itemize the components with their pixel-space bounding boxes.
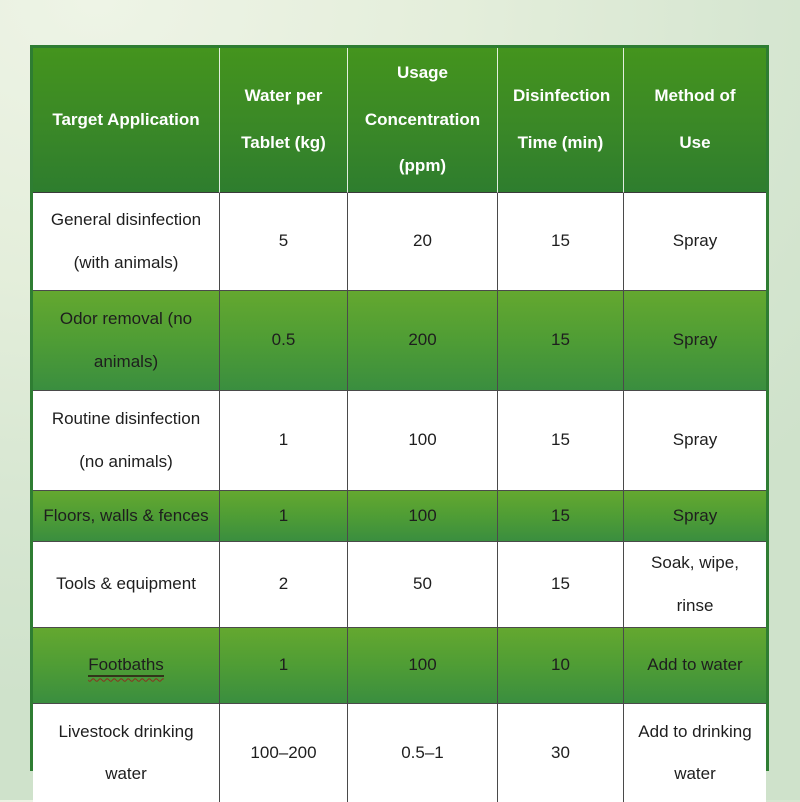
cell-disinfection-time: 15 bbox=[498, 491, 624, 542]
cell-application: Floors, walls & fences bbox=[33, 491, 220, 542]
cell-disinfection-time: 15 bbox=[498, 391, 624, 491]
cell-method-of-use: Spray bbox=[624, 491, 766, 542]
table-row-general-disinfection: General disinfection (with animals) 5 20… bbox=[33, 193, 766, 291]
cell-disinfection-time: 10 bbox=[498, 628, 624, 704]
cell-usage-concentration: 100 bbox=[348, 391, 498, 491]
dosage-table: Target Application Water per Tablet (kg)… bbox=[30, 45, 769, 802]
cell-method-of-use: Spray bbox=[624, 391, 766, 491]
cell-usage-concentration: 100 bbox=[348, 491, 498, 542]
table-row-tools-equipment: Tools & equipment 2 50 15 Soak, wipe, ri… bbox=[33, 542, 766, 628]
table-row-odor-removal: Odor removal (no animals) 0.5 200 15 Spr… bbox=[33, 291, 766, 391]
cell-method-of-use: Add to drinking water bbox=[624, 704, 766, 802]
cell-application: Routine disinfection (no animals) bbox=[33, 391, 220, 491]
cell-water-per-tablet: 0.5 bbox=[220, 291, 348, 391]
cell-disinfection-time: 30 bbox=[498, 704, 624, 802]
cell-method-of-use: Spray bbox=[624, 291, 766, 391]
table-row-routine-disinfection: Routine disinfection (no animals) 1 100 … bbox=[33, 391, 766, 491]
col-header-usage-concentration: Usage Concentration (ppm) bbox=[348, 48, 498, 193]
col-header-water-per-tablet: Water per Tablet (kg) bbox=[220, 48, 348, 193]
cell-application: Odor removal (no animals) bbox=[33, 291, 220, 391]
col-header-target-application: Target Application bbox=[33, 48, 220, 193]
table-row-footbaths: Footbaths 1 100 10 Add to water bbox=[33, 628, 766, 704]
cell-disinfection-time: 15 bbox=[498, 542, 624, 628]
cell-disinfection-time: 15 bbox=[498, 193, 624, 291]
cell-usage-concentration: 100 bbox=[348, 628, 498, 704]
cell-method-of-use: Soak, wipe, rinse bbox=[624, 542, 766, 628]
cell-water-per-tablet: 1 bbox=[220, 491, 348, 542]
cell-water-per-tablet: 1 bbox=[220, 628, 348, 704]
footbaths-underlined-text: Footbaths bbox=[88, 655, 164, 678]
cell-application: General disinfection (with animals) bbox=[33, 193, 220, 291]
cell-application: Footbaths bbox=[33, 628, 220, 704]
cell-water-per-tablet: 1 bbox=[220, 391, 348, 491]
cell-water-per-tablet: 2 bbox=[220, 542, 348, 628]
col-header-disinfection-time: Disinfection Time (min) bbox=[498, 48, 624, 193]
cell-method-of-use: Spray bbox=[624, 193, 766, 291]
cell-method-of-use: Add to water bbox=[624, 628, 766, 704]
cell-disinfection-time: 15 bbox=[498, 291, 624, 391]
cell-usage-concentration: 200 bbox=[348, 291, 498, 391]
cell-application: Livestock drinking water bbox=[33, 704, 220, 802]
cell-usage-concentration: 50 bbox=[348, 542, 498, 628]
table-row-livestock-drinking-water: Livestock drinking water 100–200 0.5–1 3… bbox=[33, 704, 766, 802]
cell-water-per-tablet: 5 bbox=[220, 193, 348, 291]
cell-usage-concentration: 20 bbox=[348, 193, 498, 291]
col-header-method-of-use: Method of Use bbox=[624, 48, 766, 193]
table-row-floors-walls-fences: Floors, walls & fences 1 100 15 Spray bbox=[33, 491, 766, 542]
header-row: Target Application Water per Tablet (kg)… bbox=[33, 48, 766, 193]
cell-water-per-tablet: 100–200 bbox=[220, 704, 348, 802]
cell-usage-concentration: 0.5–1 bbox=[348, 704, 498, 802]
cell-application: Tools & equipment bbox=[33, 542, 220, 628]
dosage-table-grid: Target Application Water per Tablet (kg)… bbox=[33, 48, 766, 802]
